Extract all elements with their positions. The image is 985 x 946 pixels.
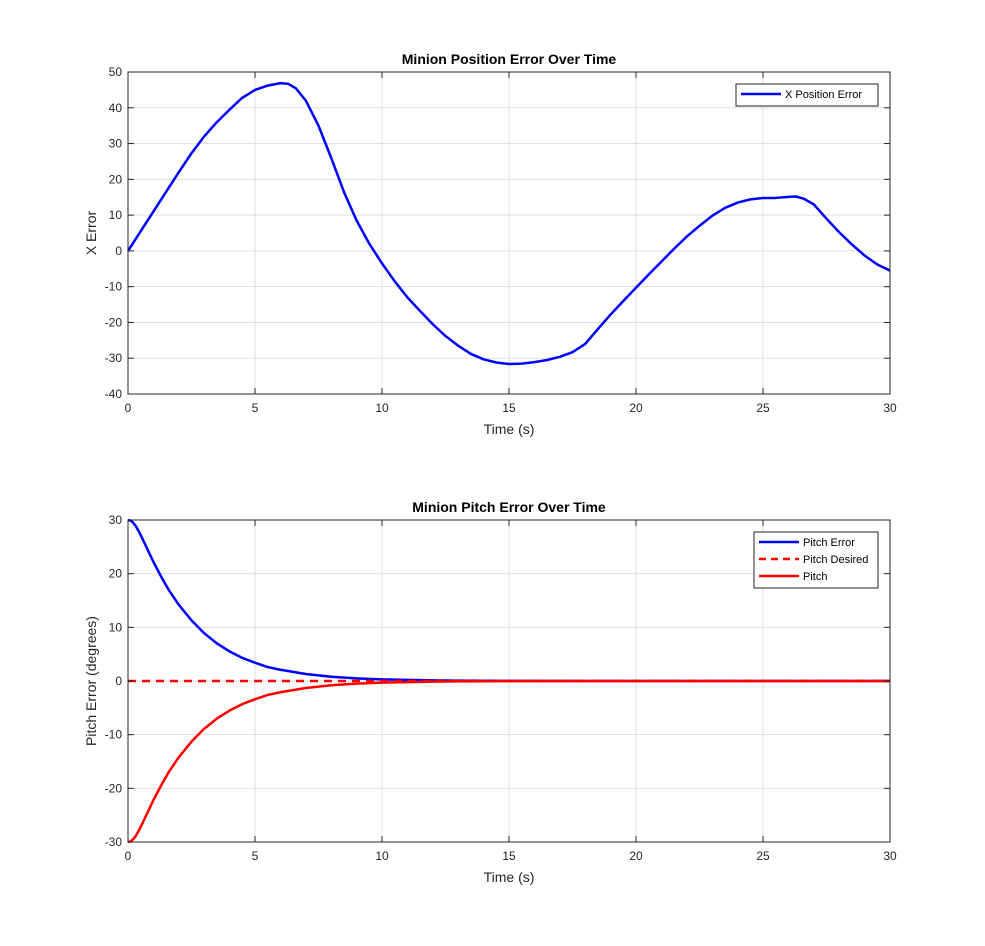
x-tick-label: 30: [883, 401, 897, 415]
position-error-plot: 0 5 10 15 20 25 30 -40 -30 -20 -10 0 10 20 30 40 50 Minio…: [83, 51, 897, 437]
y-tick-label: -30: [105, 835, 123, 849]
y-tick-label: -20: [105, 315, 123, 329]
pitch-chart-title: Minion Pitch Error Over Time: [412, 499, 606, 515]
y-tick-label: -30: [105, 351, 123, 365]
y-tick-label: 0: [115, 674, 122, 688]
y-tick-label: -10: [105, 280, 123, 294]
x-tick-label: 5: [252, 401, 259, 415]
position-y-axis-label: X Error: [83, 210, 99, 255]
y-tick-label: 10: [109, 208, 123, 222]
y-tick-label: 30: [109, 137, 123, 151]
x-tick-label: 20: [629, 401, 643, 415]
x-tick-label: 10: [375, 401, 389, 415]
y-tick-label: 0: [115, 244, 122, 258]
y-tick-label: 10: [109, 620, 123, 634]
x-tick-label: 15: [502, 849, 516, 863]
legend-label-pitch-error: Pitch Error: [803, 537, 855, 549]
x-tick-label: 5: [252, 849, 259, 863]
legend-box: [735, 83, 879, 107]
y-tick-label: 30: [109, 513, 123, 527]
y-tick-label: -10: [105, 728, 123, 742]
x-tick-label: 30: [883, 849, 897, 863]
y-tick-label: 40: [109, 101, 123, 115]
x-tick-label: 0: [125, 849, 132, 863]
y-tick-label: 20: [109, 567, 123, 581]
legend-label-pitch-desired: Pitch Desired: [803, 554, 868, 566]
y-tick-label: 20: [109, 172, 123, 186]
y-tick-label: -20: [105, 781, 123, 795]
pitch-y-axis-label: Pitch Error (degrees): [83, 616, 99, 746]
x-tick-label: 20: [629, 849, 643, 863]
legend-label-pitch: Pitch: [803, 571, 827, 583]
x-tick-label: 10: [375, 849, 389, 863]
x-tick-label: 25: [756, 849, 770, 863]
y-tick-label: 50: [109, 65, 123, 79]
pitch-legend: Pitch Error Pitch Desired Pitch: [753, 531, 879, 589]
y-tick-label: -40: [105, 387, 123, 401]
pitch-x-axis-label: Time (s): [484, 869, 535, 885]
series-line-pitch: [127, 679, 890, 844]
position-chart-title: Minion Position Error Over Time: [402, 51, 617, 67]
x-tick-label: 0: [125, 401, 132, 415]
position-legend: X Position Error: [735, 83, 879, 107]
x-tick-label: 15: [502, 401, 516, 415]
series-line-x-position-error: [126, 81, 891, 366]
legend-label-x-position-error: X Position Error: [785, 89, 862, 101]
position-x-axis-label: Time (s): [484, 421, 535, 437]
pitch-error-plot: 0 5 10 15 20 25 30 -30 -20 -10 0 10 20 30 Minion Pitch…: [83, 499, 897, 885]
x-tick-label: 25: [756, 401, 770, 415]
